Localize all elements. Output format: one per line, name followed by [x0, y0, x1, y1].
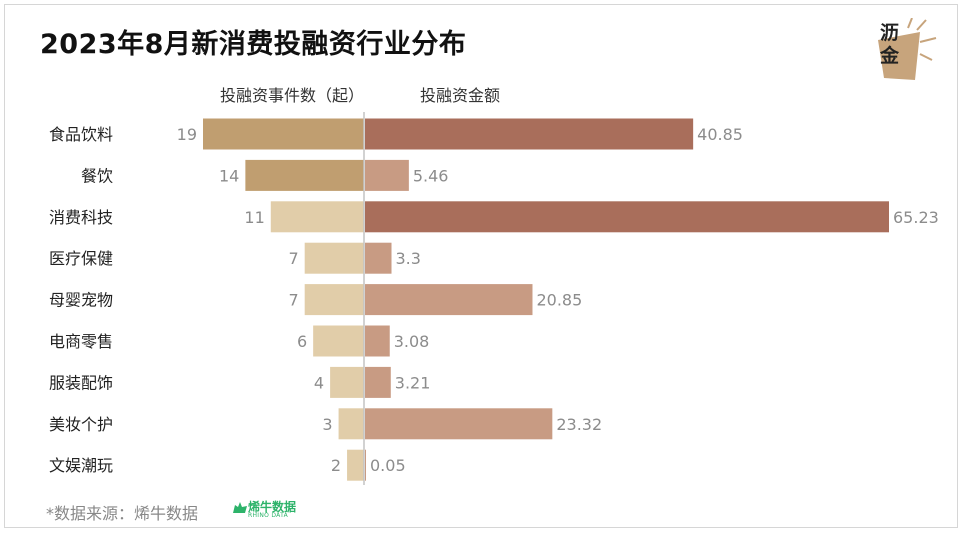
chart-title: 2023年8月新消费投融资行业分布: [40, 29, 467, 60]
brand-name-cn: 烯牛数据: [248, 500, 297, 514]
count-bar: [347, 449, 364, 481]
amount-bar: [365, 449, 366, 481]
amount-value-label: 3.21: [395, 373, 431, 392]
logo-text: 沥金: [880, 22, 900, 67]
category-label: 餐饮: [81, 166, 113, 185]
category-label: 消费科技: [49, 208, 113, 227]
category-label: 文娱潮玩: [49, 456, 113, 475]
count-bar: [245, 159, 364, 191]
amount-value-label: 23.32: [556, 415, 602, 434]
amount-bar: [365, 366, 391, 398]
count-bar: [304, 284, 364, 316]
count-value-label: 11: [244, 208, 264, 227]
count-bar: [338, 408, 364, 440]
amount-bar: [365, 242, 392, 274]
brand-name-en: RHINO DATA: [248, 512, 289, 519]
count-value-label: 7: [288, 291, 298, 310]
data-source-note: *数据来源：烯牛数据: [46, 504, 199, 523]
amount-bar: [365, 159, 409, 191]
category-label: 食品饮料: [49, 125, 113, 144]
chart-card: [4, 4, 958, 528]
amount-bar: [365, 284, 533, 316]
category-label: 医疗保健: [49, 249, 113, 268]
count-value-label: 19: [177, 125, 197, 144]
count-value-label: 2: [331, 456, 341, 475]
category-label: 母婴宠物: [49, 291, 113, 310]
amount-value-label: 3.3: [396, 249, 421, 268]
amount-value-label: 40.85: [697, 125, 743, 144]
amount-value-label: 0.05: [370, 456, 406, 475]
series-header-amount: 投融资金额: [420, 86, 500, 105]
count-value-label: 4: [314, 373, 324, 392]
amount-bar: [365, 325, 390, 357]
count-bar: [313, 325, 364, 357]
count-bar: [270, 201, 364, 233]
brand-logo: 沥金: [870, 18, 940, 86]
logo-mark-icon: [878, 18, 937, 80]
amount-value-label: 3.08: [394, 332, 430, 351]
series-header-count: 投融资事件数（起）: [220, 86, 364, 105]
amount-bar: [365, 118, 694, 150]
category-label: 美妆个护: [49, 415, 113, 434]
amount-value-label: 65.23: [893, 208, 939, 227]
count-value-label: 6: [297, 332, 307, 351]
amount-bar: [365, 201, 889, 233]
count-value-label: 3: [322, 415, 332, 434]
amount-value-label: 20.85: [536, 291, 582, 310]
amount-bar: [365, 408, 553, 440]
count-value-label: 7: [288, 249, 298, 268]
category-label: 电商零售: [49, 332, 113, 351]
count-bar: [203, 118, 364, 150]
category-label: 服装配饰: [49, 373, 113, 392]
count-bar: [304, 242, 364, 274]
count-value-label: 14: [219, 166, 239, 185]
amount-value-label: 5.46: [413, 166, 449, 185]
rhino-icon: [233, 502, 247, 513]
count-bar: [330, 366, 364, 398]
